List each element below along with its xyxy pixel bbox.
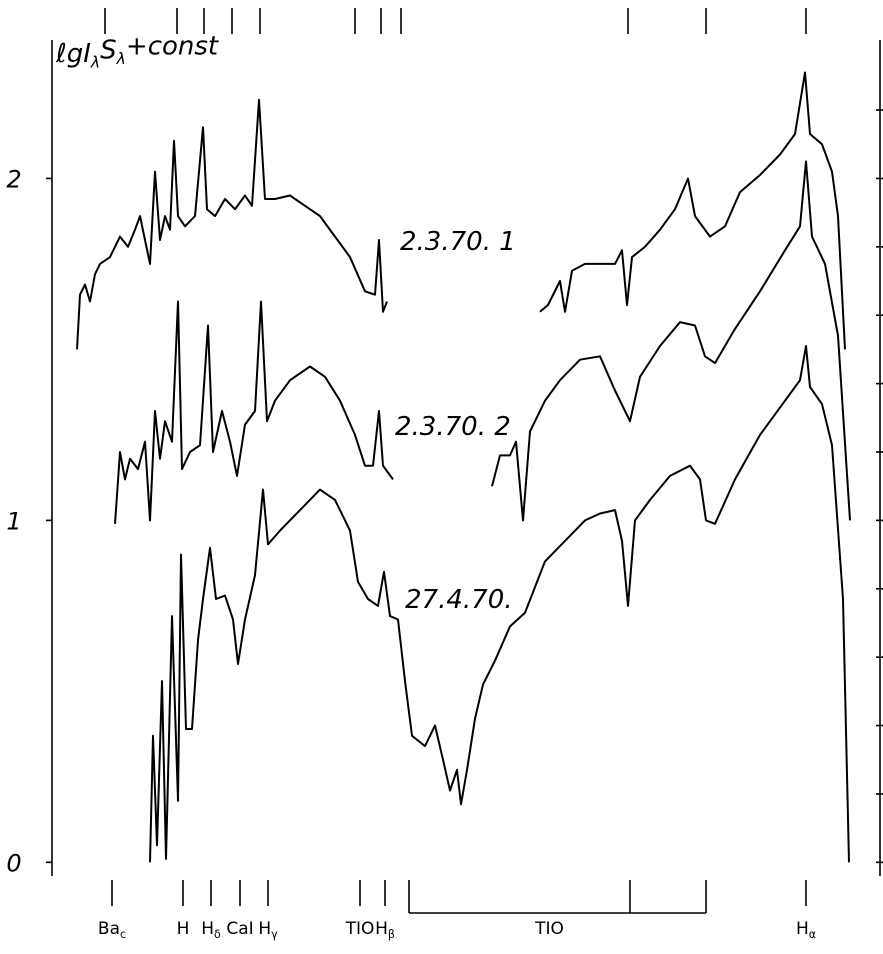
line-label-text-sub: c	[120, 928, 126, 941]
series-label: 27.4.70.	[405, 585, 513, 615]
line-label: CaI	[226, 919, 253, 939]
line-label-text-sub: β	[388, 928, 395, 941]
band-label: TIO	[534, 919, 564, 939]
y-axis-title-part: +const	[126, 32, 219, 62]
line-label-text: H	[796, 919, 809, 939]
line-label: Hα	[796, 919, 816, 941]
line-label-text: H	[177, 919, 190, 939]
y-axis-title-sub: λ	[90, 53, 100, 71]
y-axis-title: ℓgIλSλ+const	[55, 32, 219, 72]
line-label: Hδ	[201, 919, 221, 941]
y-tick-label: 0	[6, 849, 21, 877]
line-label-text: H	[201, 919, 214, 939]
line-label-text: CaI	[226, 919, 253, 939]
y-axis-title-sub: λ	[116, 50, 126, 68]
line-label-text: TIO	[345, 919, 375, 939]
spectrum-line	[114, 160, 851, 524]
line-label-text: H	[258, 919, 271, 939]
spectrum-line	[149, 345, 850, 863]
line-label-text-sub: α	[809, 928, 816, 941]
y-tick-label: 2	[6, 165, 21, 193]
line-label-text: H	[375, 919, 388, 939]
y-axis-title-part: ℓgI	[55, 39, 91, 69]
series-label: 2.3.70. 1	[400, 227, 516, 257]
line-label: Bac	[98, 919, 126, 941]
spectrum-line	[76, 71, 846, 350]
line-label-text: Ba	[98, 919, 120, 939]
y-tick-label: 1	[6, 507, 21, 535]
line-label: Hγ	[258, 919, 278, 941]
line-label-text-sub: γ	[271, 928, 278, 941]
line-label-text-sub: δ	[214, 928, 221, 941]
y-axis-title-part: S	[100, 35, 117, 65]
series-label: 2.3.70. 2	[395, 412, 511, 442]
line-label: H	[177, 919, 190, 939]
line-label: Hβ	[375, 919, 395, 941]
line-label: TIO	[345, 919, 375, 939]
